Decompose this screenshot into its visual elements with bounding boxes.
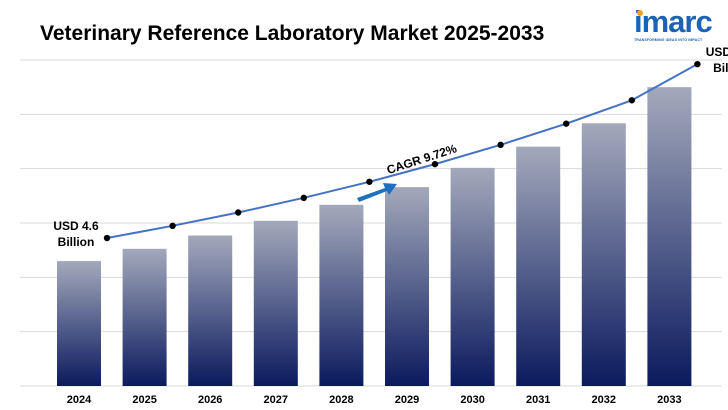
trend-point-2029	[431, 160, 439, 168]
x-tick-label: 2031	[526, 394, 550, 406]
trend-point-2026	[235, 209, 242, 216]
bar-2028	[319, 204, 364, 386]
trend-line	[106, 63, 698, 240]
cagr-arrow-icon	[357, 183, 397, 202]
bar-2031	[516, 146, 561, 386]
x-tick-label: 2024	[67, 394, 92, 406]
bar-2024	[57, 261, 101, 386]
bar-2025	[122, 248, 167, 386]
bar-layer	[57, 87, 692, 387]
bar-2030	[450, 167, 495, 386]
x-tick-label: 2027	[264, 394, 288, 406]
trend-line-layer	[103, 60, 701, 242]
x-tick-label: 2030	[460, 394, 484, 406]
imarc-logo: imarc TRANSFORMING IDEAS INTO IMPACT	[634, 4, 720, 46]
x-tick-label: 2025	[132, 394, 156, 406]
start-value-label: USD 4.6	[53, 219, 99, 233]
trend-point-2027	[300, 194, 307, 202]
end-value-unit: Billion	[713, 61, 728, 75]
x-tick-label: 2033	[657, 394, 681, 406]
bar-2029	[385, 187, 429, 386]
x-tick-label: 2029	[395, 394, 419, 406]
trend-point-2030	[497, 141, 504, 149]
trend-point-2032	[628, 97, 635, 104]
logo-tagline: TRANSFORMING IDEAS INTO IMPACT	[634, 38, 703, 42]
start-value-unit: Billion	[58, 235, 95, 249]
trend-point-2025	[169, 222, 176, 230]
end-value-label: USD 11.0	[706, 45, 728, 59]
trend-point-2033	[694, 60, 701, 68]
bar-2027	[253, 220, 298, 386]
bar-2032	[581, 123, 626, 386]
cagr-label: CAGR 9.72%	[385, 141, 459, 177]
bar-2033	[647, 87, 692, 387]
chart-title: Veterinary Reference Laboratory Market 2…	[40, 22, 545, 45]
x-tick-label: 2026	[198, 394, 222, 406]
trend-point-2028	[366, 178, 373, 185]
logo-word: imarc	[634, 4, 713, 39]
x-tick-label: 2028	[329, 394, 353, 406]
trend-point-2031	[563, 120, 570, 127]
logo-dot	[637, 10, 643, 16]
x-tick-label: 2032	[592, 394, 616, 406]
trend-point-2024	[103, 234, 111, 242]
bar-2026	[188, 235, 233, 386]
